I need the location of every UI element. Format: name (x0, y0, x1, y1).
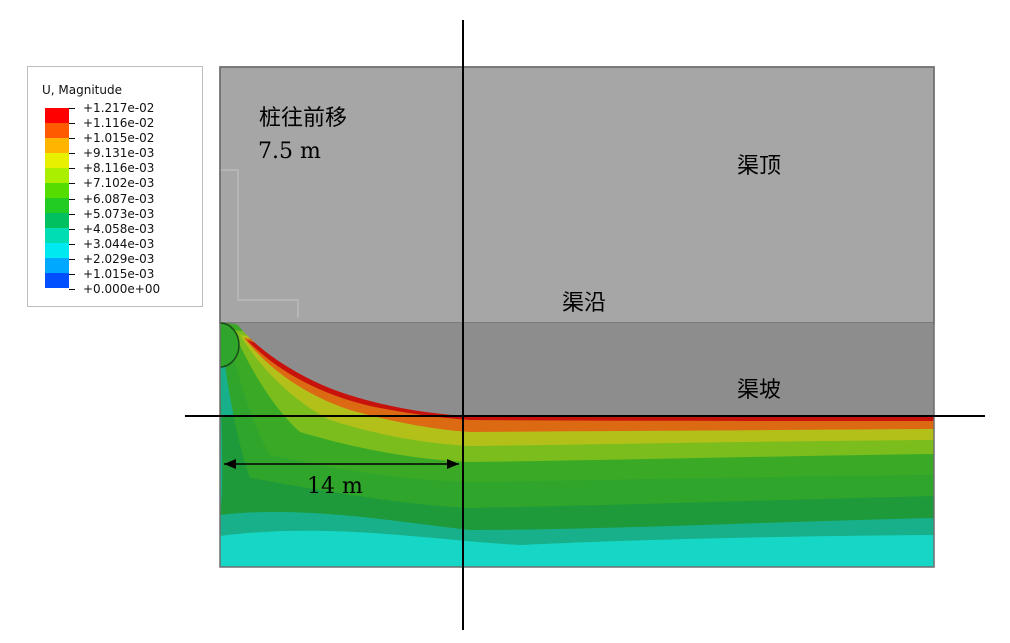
legend-value: +7.102e-03 (83, 176, 155, 191)
legend-value: +8.116e-03 (83, 161, 155, 176)
model-outline (219, 66, 935, 568)
legend-swatch (45, 213, 69, 228)
channel-edge-label: 渠沿 (562, 291, 607, 316)
legend-swatch (45, 228, 69, 243)
legend-swatch (45, 198, 69, 213)
legend-ticks (69, 106, 77, 302)
contour-legend: U, Magnitude +1.217e-02 +1.116e-02 +1.01… (27, 66, 203, 307)
legend-value: +1.116e-02 (83, 116, 155, 131)
legend-value: +2.029e-03 (83, 251, 155, 266)
legend-value: +1.217e-02 (83, 101, 155, 115)
legend-swatch (45, 168, 69, 183)
legend-swatch (45, 153, 69, 168)
legend-value: +4.058e-03 (83, 221, 155, 236)
legend-value: +1.015e-02 (83, 131, 155, 146)
channel-slope-label: 渠坡 (737, 378, 782, 403)
channel-top-label: 渠顶 (737, 154, 782, 179)
legend-swatch (45, 273, 69, 288)
band-cyan-top (220, 530, 934, 567)
pile-move-distance: 7.5 m (258, 139, 321, 164)
legend-swatch (45, 243, 69, 258)
legend-value: +6.087e-03 (83, 191, 155, 206)
legend-swatch (45, 108, 69, 123)
contour-bands (220, 323, 934, 567)
distance-label: 14 m (307, 474, 363, 499)
legend-swatch (45, 183, 69, 198)
legend-title: U, Magnitude (42, 83, 122, 97)
channel-top-region (219, 66, 935, 324)
legend-swatch (45, 123, 69, 138)
legend-value: +0.000e+00 (83, 282, 161, 297)
pile-move-label: 桩往前移 (259, 106, 348, 131)
legend-value: +5.073e-03 (83, 206, 155, 221)
pile-outline (220, 169, 299, 318)
legend-swatch (45, 258, 69, 273)
legend-value: +3.044e-03 (83, 236, 155, 251)
legend-value: +1.015e-03 (83, 267, 155, 282)
slope-soil-cover (236, 323, 934, 416)
legend-values: +1.217e-02 +1.116e-02 +1.015e-02 +9.131e… (83, 101, 160, 297)
legend-value: +9.131e-03 (83, 146, 155, 161)
distance-dimension (224, 459, 459, 469)
legend-swatch (45, 138, 69, 153)
pile-circle (219, 322, 240, 368)
legend-color-bar (45, 108, 69, 288)
